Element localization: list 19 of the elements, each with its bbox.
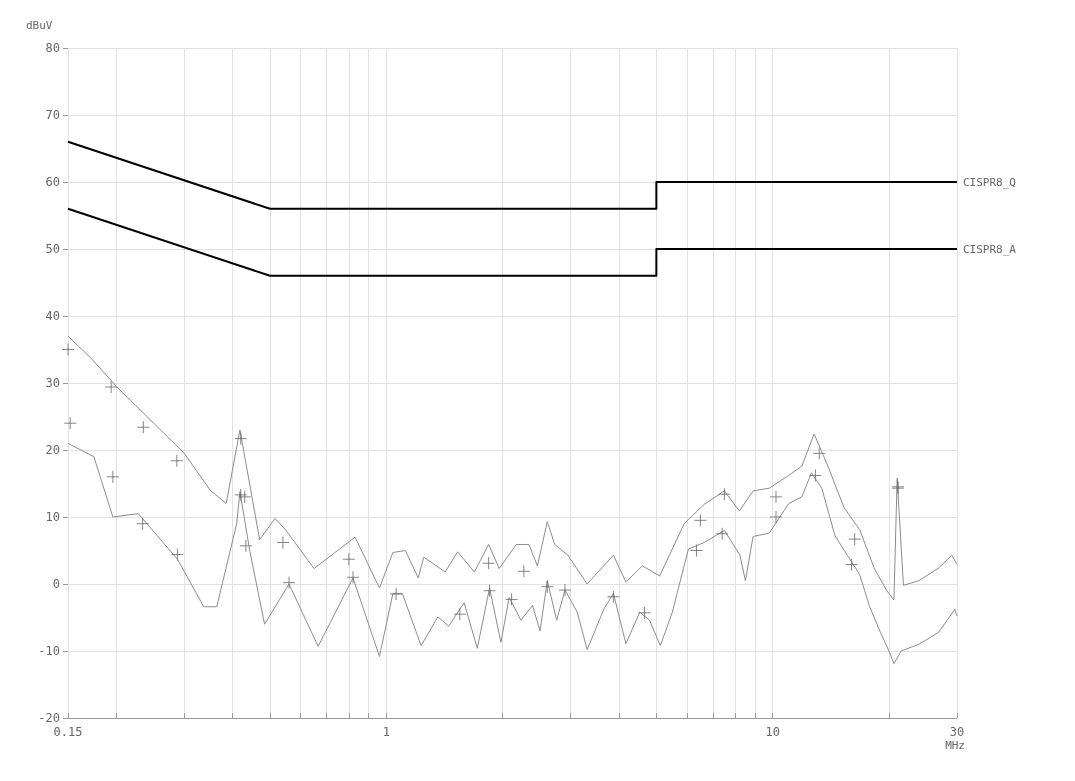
x-tick-label: 1 (382, 725, 390, 739)
y-tick-label: 70 (45, 108, 60, 122)
y-tick-label: 0 (52, 577, 60, 591)
y-tick-label: 10 (45, 510, 60, 524)
x-tick-label: 10 (765, 725, 780, 739)
y-tick-label: 30 (45, 376, 60, 390)
x-tick-label: 30 (949, 725, 965, 739)
y-axis-title: dBuV (26, 19, 53, 32)
y-tick-label: -10 (38, 644, 60, 658)
x-tick-label: 0.15 (53, 725, 83, 739)
y-tick-label: 40 (45, 309, 60, 323)
series-label: CISPR8_Q (963, 175, 1016, 189)
y-tick-label: 50 (45, 242, 60, 256)
series-label: CISPR8_A (963, 242, 1017, 256)
y-tick-label: 20 (45, 443, 60, 457)
y-tick-label: 80 (45, 41, 60, 55)
y-tick-label: -20 (38, 711, 60, 725)
y-tick-label: 60 (45, 175, 60, 189)
x-axis-title: MHz (945, 739, 965, 752)
